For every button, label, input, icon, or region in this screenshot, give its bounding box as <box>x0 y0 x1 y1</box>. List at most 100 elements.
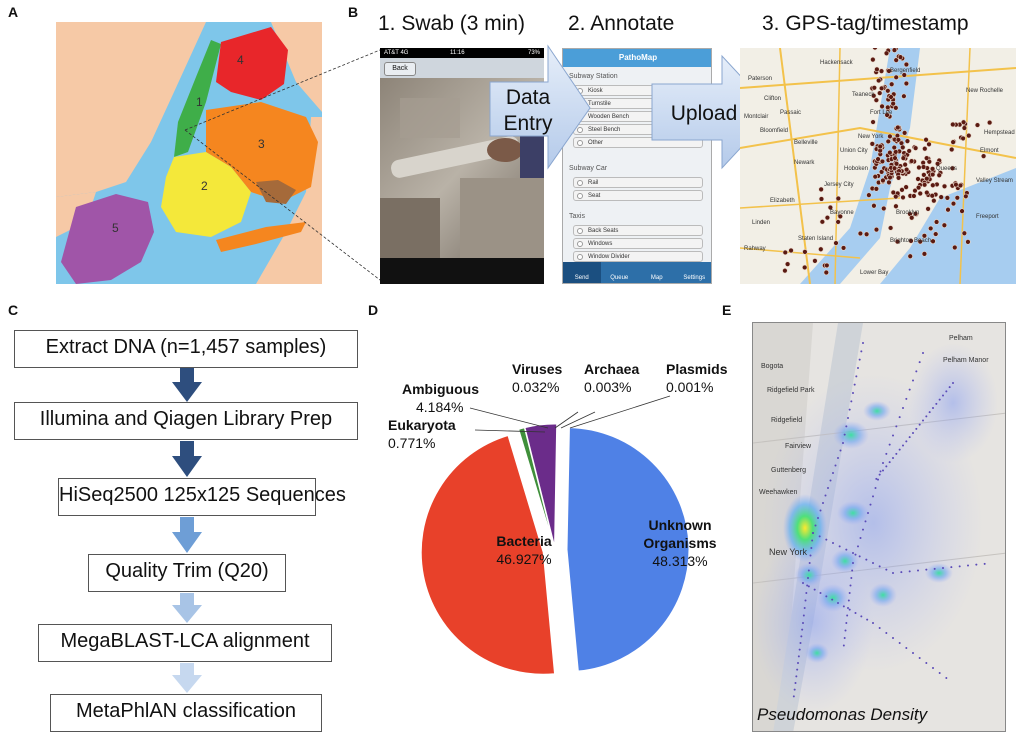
density-sample-dot <box>839 449 842 452</box>
pie-label-archaea-name: Archaea <box>584 361 640 377</box>
form-option[interactable]: Window Divider <box>573 251 703 262</box>
density-sample-dot <box>895 425 898 428</box>
gps-sample-dot <box>960 119 967 125</box>
back-button[interactable]: Back <box>384 62 416 76</box>
gps-sample-dot <box>903 184 909 190</box>
pie-label-plasmids-value: 0.001% <box>666 379 714 395</box>
pie-label-bacteria-name: Bacteria <box>496 533 552 549</box>
density-sample-dot <box>885 632 888 634</box>
panel-label-c: C <box>8 302 19 318</box>
gps-sample-dot <box>933 219 940 225</box>
density-sample-dot <box>878 473 881 476</box>
density-sample-dot <box>837 457 839 459</box>
gps-sample-dot <box>890 100 896 107</box>
density-sample-dot <box>842 605 845 608</box>
pie-label-eukaryota-value: 0.771% <box>388 435 436 451</box>
gps-sample-dot <box>941 222 948 228</box>
gps-sample-dot <box>782 267 788 274</box>
density-sample-dot <box>807 569 810 572</box>
phone-nav-bar: Back <box>380 58 544 78</box>
density-sample-dot <box>898 416 901 419</box>
gps-sample-dot <box>934 161 941 167</box>
pie-leader-line <box>560 411 596 429</box>
panel-label-e: E <box>722 302 732 318</box>
map-place-label: Union City <box>840 148 868 154</box>
density-sample-dot <box>807 577 809 579</box>
density-sample-dot <box>793 688 796 691</box>
density-sample-dot <box>945 677 948 679</box>
pie-label-viruses-name: Viruses <box>512 361 563 377</box>
gps-sample-dot <box>891 165 898 171</box>
tab-queue[interactable]: Queue <box>610 275 629 281</box>
form-section-heading: Subway Car <box>569 165 608 172</box>
gps-sample-dot <box>921 251 928 257</box>
gps-sample-dot <box>924 189 930 196</box>
density-sample-dot <box>842 644 845 647</box>
density-sample-dot <box>864 520 867 523</box>
pie-label-unknown-value: 48.313% <box>652 553 708 569</box>
gps-sample-dot <box>952 244 958 251</box>
flow-step-2: Illumina and Qiagen Library Prep <box>14 402 358 440</box>
gps-sample-dot <box>871 85 878 91</box>
pie-leader-line <box>469 407 549 429</box>
density-sample-dot <box>792 695 795 698</box>
gps-sample-dot <box>888 94 894 100</box>
density-sample-dot <box>832 472 834 474</box>
tab-settings[interactable]: Settings <box>683 275 706 281</box>
density-sample-dot <box>885 568 888 571</box>
form-option[interactable]: Other <box>573 137 703 148</box>
gps-sample-dot <box>863 231 870 237</box>
gps-sample-dot <box>869 141 876 147</box>
map-place-label: Bergenfield <box>890 68 921 74</box>
density-sample-dot <box>900 571 903 574</box>
density-sample-dot <box>795 675 798 678</box>
gps-sample-dot <box>887 174 893 181</box>
flow-step-3: HiSeq2500 125x125 Sequences <box>58 478 346 516</box>
gps-sample-dot <box>878 85 885 92</box>
density-sample-dot <box>912 379 914 382</box>
form-option[interactable]: Windows <box>573 238 703 249</box>
step-gps-label: 3. GPS-tag/timestamp <box>762 12 969 35</box>
density-sample-dot <box>843 433 846 436</box>
density-sample-dot <box>811 539 814 542</box>
gps-sample-dot <box>902 161 908 168</box>
density-sample-dot <box>797 655 800 658</box>
gps-sample-dot <box>872 48 878 51</box>
tab-send[interactable]: Send <box>563 262 601 283</box>
form-option[interactable]: Back Seats <box>573 225 703 236</box>
density-sample-dot <box>975 563 978 566</box>
density-sample-dot <box>905 440 908 443</box>
density-sample-dot <box>888 461 891 464</box>
tab-map[interactable]: Map <box>650 275 663 281</box>
panel-label-d: D <box>368 302 379 318</box>
gps-sample-dot <box>917 238 923 245</box>
density-sample-dot <box>878 627 881 629</box>
gps-sample-dot <box>885 104 891 111</box>
form-option[interactable]: Rail <box>573 177 703 188</box>
density-sample-dot <box>825 538 828 541</box>
gps-sample-dot <box>903 166 910 173</box>
gps-sample-dot <box>963 193 969 200</box>
density-place-label: Ridgefield Park <box>767 387 815 394</box>
density-sample-dot <box>849 584 852 587</box>
map-place-label: Belleville <box>794 140 818 146</box>
density-sample-dot <box>932 407 934 409</box>
density-sample-dot <box>853 383 856 386</box>
density-sample-dot <box>859 537 862 539</box>
gps-sample-dot <box>931 198 937 204</box>
density-sample-dot <box>888 443 891 446</box>
gps-sample-dot <box>906 148 912 154</box>
density-sample-dot <box>796 668 799 671</box>
gps-sample-dot <box>891 48 898 53</box>
form-option[interactable]: Seat <box>573 190 703 201</box>
density-sample-dot <box>850 577 853 579</box>
phone-status-bar: AT&T 4G 11:16 73% <box>380 48 544 58</box>
density-place-label: New York <box>769 547 808 557</box>
density-sample-dot <box>802 582 804 584</box>
borough-5-shape <box>61 194 154 284</box>
density-sample-dot <box>925 415 928 418</box>
density-sample-dot <box>794 682 797 684</box>
density-sample-dot <box>807 585 810 588</box>
density-sample-dot <box>882 469 884 472</box>
gps-sample-dot <box>930 238 936 244</box>
